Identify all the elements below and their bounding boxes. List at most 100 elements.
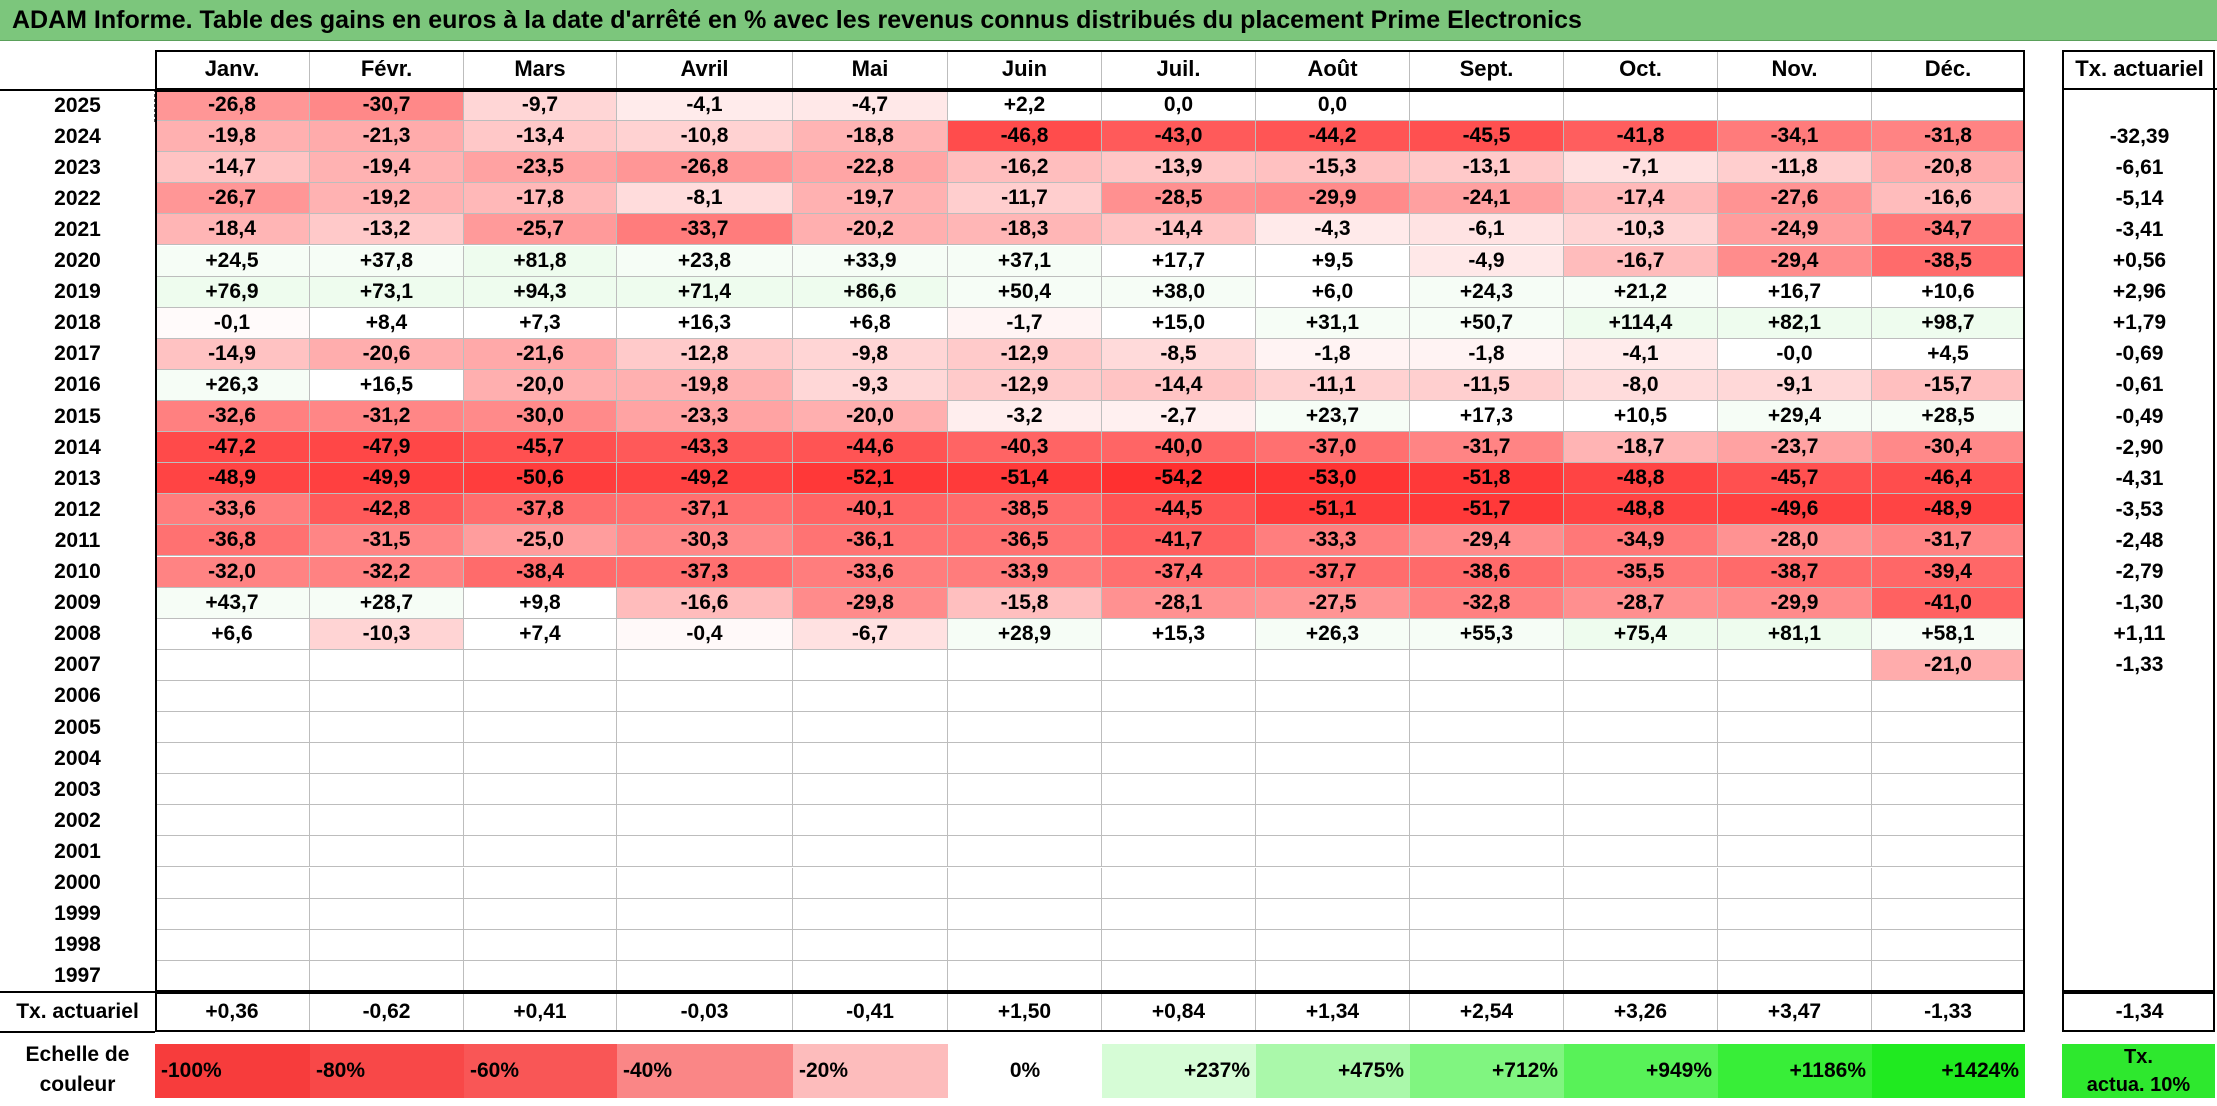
table-cell xyxy=(1102,836,1256,868)
table-cell: -23,7 xyxy=(1718,432,1872,464)
table-cell: +29,4 xyxy=(1718,401,1872,433)
table-cell: +50,4 xyxy=(948,276,1102,308)
table-cell: -1,8 xyxy=(1410,338,1564,370)
table-cell: -47,9 xyxy=(310,432,464,464)
table-cell: +7,4 xyxy=(464,618,617,650)
table-cell xyxy=(617,960,793,992)
page-title: ADAM Informe. Table des gains en euros à… xyxy=(0,0,2217,41)
table-cell xyxy=(793,712,948,744)
table-cell: -25,7 xyxy=(464,214,617,246)
row-rate xyxy=(2062,836,2217,867)
table-cell: -45,7 xyxy=(464,432,617,464)
table-cell: -19,8 xyxy=(155,121,310,153)
table-cell: +28,7 xyxy=(310,587,464,619)
table-cell: -26,8 xyxy=(617,152,793,184)
table-cell: -13,2 xyxy=(310,214,464,246)
table-cell: +26,3 xyxy=(1256,618,1410,650)
table-cell: -36,8 xyxy=(155,525,310,557)
table-cell: +114,4 xyxy=(1564,307,1718,339)
table-cell: -26,7 xyxy=(155,183,310,215)
table-cell: +98,7 xyxy=(1872,307,2025,339)
table-cell: -51,8 xyxy=(1410,463,1564,495)
table-cell xyxy=(1718,898,1872,930)
table-cell: +81,8 xyxy=(464,245,617,277)
footer-rate-cell: -1,33 xyxy=(1872,992,2025,1032)
table-cell xyxy=(310,960,464,992)
table-cell: +24,3 xyxy=(1410,276,1564,308)
table-cell: -2,7 xyxy=(1102,401,1256,433)
table-cell: +10,5 xyxy=(1564,401,1718,433)
table-cell: -12,9 xyxy=(948,369,1102,401)
table-cell: +16,3 xyxy=(617,307,793,339)
footer-rate-cell: +2,54 xyxy=(1410,992,1564,1032)
table-cell: -1,7 xyxy=(948,307,1102,339)
table-cell: -10,3 xyxy=(1564,214,1718,246)
table-cell xyxy=(310,867,464,899)
table-cell xyxy=(793,898,948,930)
table-cell: +7,3 xyxy=(464,307,617,339)
table-cell: -29,4 xyxy=(1410,525,1564,557)
year-label: 2015 xyxy=(54,404,101,428)
year-label: 2025 xyxy=(54,93,101,117)
table-cell: -33,9 xyxy=(948,556,1102,588)
table-cell xyxy=(1410,680,1564,712)
rate-header: Tx. actuariel xyxy=(2062,50,2217,90)
table-cell xyxy=(310,712,464,744)
table-cell: -15,8 xyxy=(948,587,1102,619)
month-header-11: Nov. xyxy=(1718,50,1872,90)
table-cell: +28,5 xyxy=(1872,401,2025,433)
table-cell: +17,3 xyxy=(1410,401,1564,433)
table-cell xyxy=(464,929,617,961)
table-cell: +55,3 xyxy=(1410,618,1564,650)
table-cell: -6,7 xyxy=(793,618,948,650)
color-scale-swatch: -100% xyxy=(155,1044,310,1098)
year-label: 2007 xyxy=(54,653,101,677)
table-cell xyxy=(1718,774,1872,806)
table-cell: -48,9 xyxy=(1872,494,2025,526)
table-cell: -9,1 xyxy=(1718,369,1872,401)
color-scale-swatch: +712% xyxy=(1410,1044,1564,1098)
table-cell: -8,5 xyxy=(1102,338,1256,370)
table-cell xyxy=(1256,774,1410,806)
table-cell xyxy=(155,929,310,961)
footer-rate-cell: -0,41 xyxy=(793,992,948,1032)
table-cell xyxy=(793,929,948,961)
table-cell: -18,7 xyxy=(1564,432,1718,464)
table-cell: -37,7 xyxy=(1256,556,1410,588)
table-cell: -48,8 xyxy=(1564,463,1718,495)
table-cell xyxy=(948,743,1102,775)
table-cell xyxy=(1410,929,1564,961)
table-cell xyxy=(1564,867,1718,899)
color-scale-label-line2: couleur xyxy=(39,1073,116,1096)
table-cell xyxy=(310,649,464,681)
table-cell: -9,8 xyxy=(793,338,948,370)
table-cell xyxy=(1872,774,2025,806)
table-cell xyxy=(310,774,464,806)
table-cell: +82,1 xyxy=(1718,307,1872,339)
table-cell: -33,6 xyxy=(793,556,948,588)
table-cell: -16,6 xyxy=(617,587,793,619)
table-cell xyxy=(1256,805,1410,837)
table-cell: -24,1 xyxy=(1410,183,1564,215)
color-scale-rate-swatch: Tx. actua. 10% xyxy=(2062,1044,2215,1098)
table-cell xyxy=(1564,743,1718,775)
month-header-3: Mars xyxy=(464,50,617,90)
month-header-12: Déc. xyxy=(1872,50,2025,90)
table-cell: -32,2 xyxy=(310,556,464,588)
table-cell: -24,9 xyxy=(1718,214,1872,246)
table-cell: -4,1 xyxy=(1564,338,1718,370)
year-label: 2000 xyxy=(54,871,101,895)
table-cell: -8,1 xyxy=(617,183,793,215)
table-cell xyxy=(1102,805,1256,837)
table-cell: -18,3 xyxy=(948,214,1102,246)
color-scale-label: Echelle de couleur xyxy=(0,1040,155,1102)
table-cell: -37,8 xyxy=(464,494,617,526)
row-rate xyxy=(2062,899,2217,930)
row-rate: -0,69 xyxy=(2115,342,2164,366)
table-cell xyxy=(617,680,793,712)
table-cell: +15,3 xyxy=(1102,618,1256,650)
row-rate: -0,49 xyxy=(2115,404,2164,428)
row-rate: +1,79 xyxy=(2112,311,2167,335)
table-cell xyxy=(948,774,1102,806)
table-cell xyxy=(1410,649,1564,681)
